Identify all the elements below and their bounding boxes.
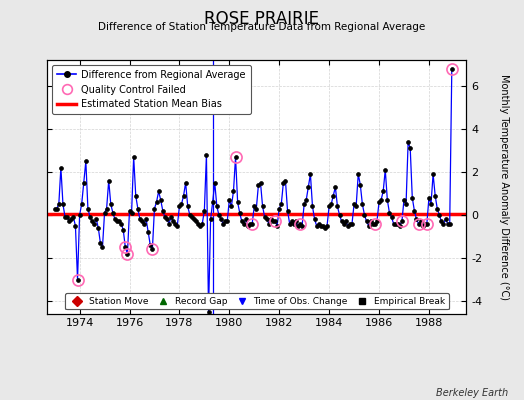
Legend: Station Move, Record Gap, Time of Obs. Change, Empirical Break: Station Move, Record Gap, Time of Obs. C… xyxy=(65,293,449,310)
Text: Berkeley Earth: Berkeley Earth xyxy=(436,388,508,398)
Text: Difference of Station Temperature Data from Regional Average: Difference of Station Temperature Data f… xyxy=(99,22,425,32)
Text: ROSE PRAIRIE: ROSE PRAIRIE xyxy=(204,10,320,28)
Y-axis label: Monthly Temperature Anomaly Difference (°C): Monthly Temperature Anomaly Difference (… xyxy=(499,74,509,300)
